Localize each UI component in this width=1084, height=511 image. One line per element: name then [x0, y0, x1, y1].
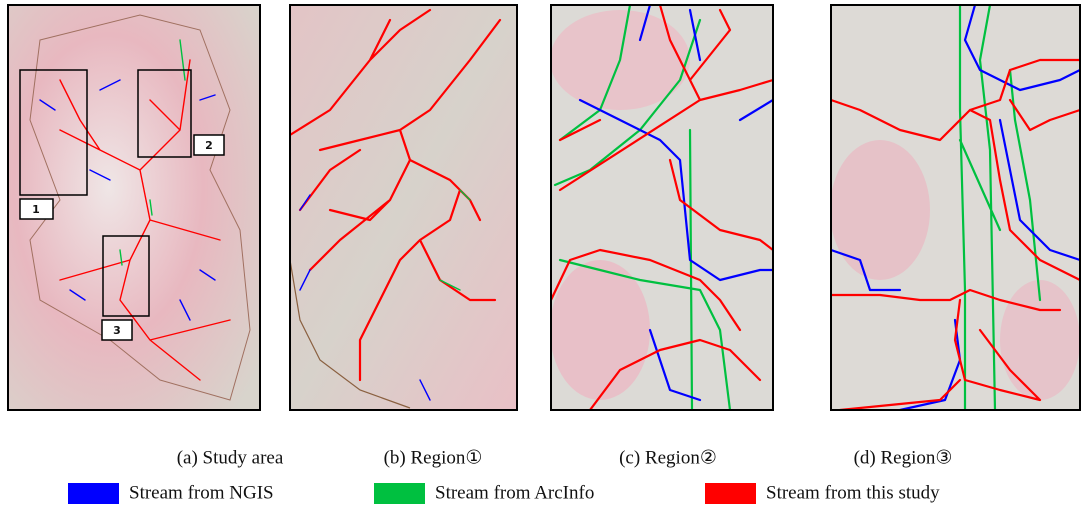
figure: 1 2 3 (a) Study area (b) Region① (c) Reg… — [0, 0, 1084, 511]
region-label: 1 — [32, 203, 40, 216]
legend-label: Stream from ArcInfo — [435, 482, 594, 503]
panel-region-2 — [550, 5, 773, 410]
caption: (a) Study area — [177, 447, 284, 468]
legend-swatch — [374, 483, 425, 504]
panel-region-3 — [830, 5, 1080, 410]
caption: (d) Region③ — [854, 447, 953, 468]
region-label: 2 — [205, 139, 213, 152]
legend-label: Stream from NGIS — [129, 482, 274, 503]
region-label: 3 — [113, 324, 121, 337]
caption: (b) Region① — [384, 447, 483, 468]
panel-study-area: 1 2 3 — [8, 5, 260, 410]
legend-swatch — [68, 483, 119, 504]
legend-swatch — [705, 483, 756, 504]
panel-region-1 — [290, 5, 517, 410]
caption: (c) Region② — [619, 447, 717, 468]
legend: Stream from NGIS Stream from ArcInfo Str… — [68, 482, 940, 504]
legend-label: Stream from this study — [766, 482, 940, 503]
